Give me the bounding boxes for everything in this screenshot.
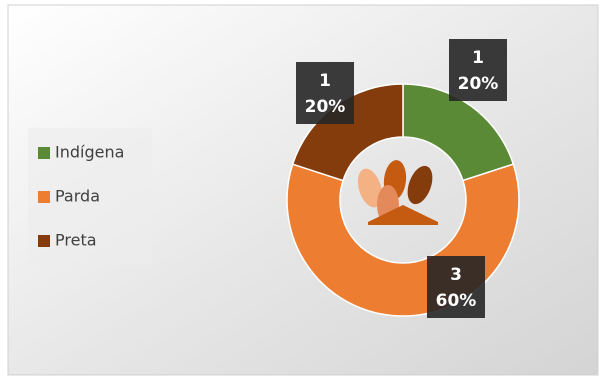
data-label-box: [449, 39, 507, 101]
legend-label: Preta: [55, 231, 97, 250]
data-label-percent: 20%: [305, 97, 346, 117]
donut-slice: [291, 83, 404, 182]
icon-hand: [357, 168, 383, 208]
data-label-box: [427, 256, 485, 318]
data-label-percent: 20%: [458, 74, 499, 94]
legend-label: Parda: [55, 187, 100, 206]
data-label-count: 3: [450, 265, 462, 285]
icon-base: [368, 205, 438, 225]
data-label-count: 1: [472, 48, 484, 68]
data-label-box: [296, 62, 354, 124]
legend-swatch: [38, 191, 50, 203]
data-label-count: 1: [319, 71, 331, 91]
legend-label: Indígena: [55, 143, 124, 162]
data-label-percent: 60%: [436, 291, 477, 311]
legend-swatch: [38, 147, 50, 159]
icon-hand: [407, 165, 433, 205]
legend-swatch: [38, 235, 50, 247]
donut-slice: [402, 83, 515, 182]
